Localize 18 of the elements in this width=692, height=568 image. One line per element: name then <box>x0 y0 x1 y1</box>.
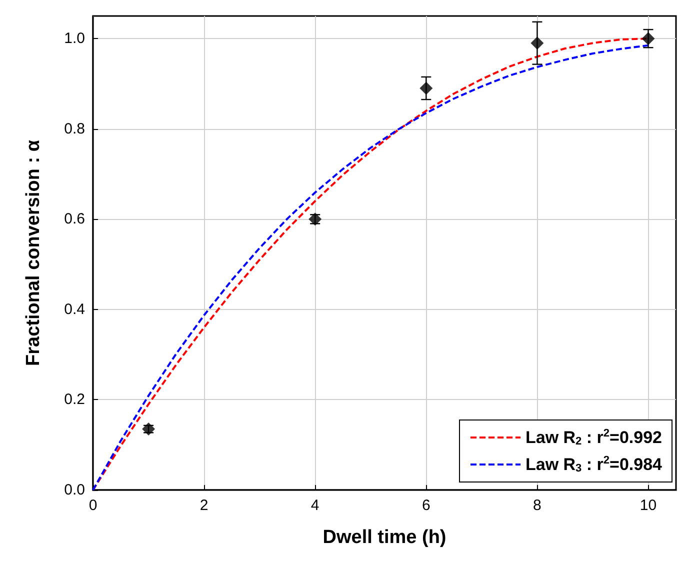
x-tick-label: 8 <box>533 497 542 514</box>
point <box>420 82 433 95</box>
y-tick-label: 0.2 <box>64 391 85 408</box>
point <box>642 32 655 46</box>
y-tick-label: 0.8 <box>64 120 85 138</box>
y-axis-title: Fractional conversion : α <box>23 140 44 366</box>
x-axis-title: Dwell time (h) <box>322 527 446 548</box>
x-tick-label: 10 <box>640 497 657 514</box>
y-tick-label: 0.4 <box>64 300 85 318</box>
point <box>530 36 544 50</box>
x-tick-label: 4 <box>310 497 320 514</box>
x-tick-label: 6 <box>422 497 430 514</box>
y-tick-label: 1.0 <box>64 30 85 48</box>
y-tick-label: 0.0 <box>64 482 85 498</box>
x-tick-label: 0 <box>88 497 98 514</box>
point <box>142 422 156 436</box>
y-tick-label: 0.6 <box>64 210 85 228</box>
x-tick-label: 2 <box>200 497 208 514</box>
